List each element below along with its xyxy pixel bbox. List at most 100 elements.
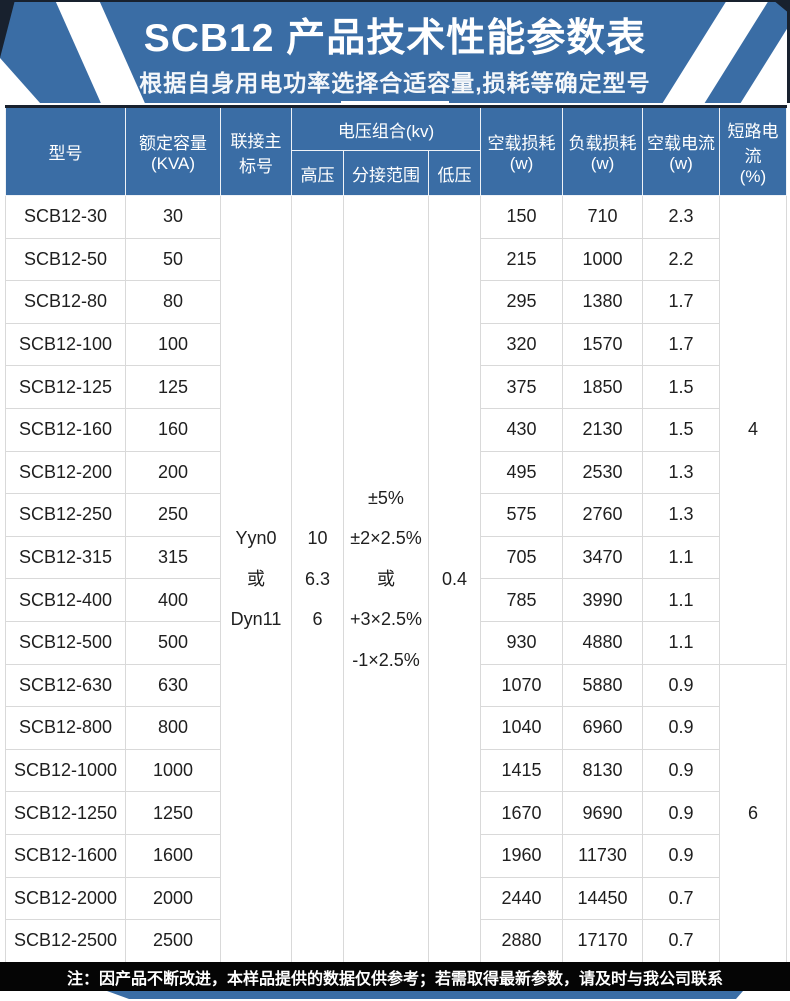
- capacity-cell: 1250: [125, 791, 221, 835]
- spec-table-body: SCB12-30 30 Yyn0 或 Dyn11 10 6.3 6 ±5% ±2×2.5…: [5, 195, 787, 963]
- no-load-current-cell: 1.5: [642, 365, 720, 409]
- col-header-hv: 高压: [291, 150, 344, 196]
- table-row: SCB12-160 160 430 2130 1.5: [5, 407, 787, 452]
- footer-note: 注：因产品不断改进，本样品提供的数据仅供参考；若需取得最新参数，请及时与我公司联…: [66, 970, 723, 988]
- no-load-loss-cell: 320: [480, 322, 563, 367]
- table-row: SCB12-30 30 Yyn0 或 Dyn11 10 6.3 6 ±5% ±2×2.5…: [5, 195, 787, 963]
- model-cell: SCB12-80: [5, 280, 126, 324]
- no-load-loss-cell: 1960: [480, 833, 563, 878]
- model-cell: SCB12-2500: [5, 919, 126, 963]
- col-header-model: 型号: [5, 106, 126, 196]
- table-row: SCB12-500 500 930 4880 1.1: [5, 620, 787, 665]
- capacity-cell: 2000: [125, 876, 221, 921]
- load-loss-cell: 8130: [562, 748, 643, 793]
- table-row: SCB12-125 125 375 1850 1.5: [5, 365, 787, 409]
- banner-text: SCB12 产品技术性能参数表 根据自身用电功率选择合适容量,损耗等确定型号: [0, 0, 790, 103]
- no-load-current-cell: 1.3: [642, 450, 720, 495]
- capacity-cell: 80: [125, 280, 221, 324]
- no-load-current-cell: 2.2: [642, 237, 720, 282]
- model-cell: SCB12-30: [5, 195, 126, 239]
- hv-cell: 10 6.3 6: [291, 195, 344, 963]
- no-load-current-cell: 1.7: [642, 322, 720, 367]
- no-load-current-cell: 0.9: [642, 663, 720, 708]
- model-cell: SCB12-1600: [5, 833, 126, 878]
- no-load-loss-cell: 785: [480, 578, 563, 622]
- spec-table-header: 型号 额定容量 (KVA) 联接主 标号 电压组合(kv) 空载损耗 (w) 负…: [5, 106, 787, 196]
- col-header-load-loss: 负载损耗 (w): [562, 106, 643, 196]
- footer-note-bar: 注：因产品不断改进，本样品提供的数据仅供参考；若需取得最新参数，请及时与我公司联…: [0, 962, 790, 991]
- no-load-loss-cell: 495: [480, 450, 563, 495]
- col-header-no-load-current: 空载电流 (w): [642, 106, 720, 196]
- model-cell: SCB12-2000: [5, 876, 126, 921]
- model-cell: SCB12-250: [5, 493, 126, 537]
- model-cell: SCB12-200: [5, 450, 126, 495]
- no-load-current-cell: 1.1: [642, 620, 720, 665]
- capacity-cell: 100: [125, 322, 221, 367]
- capacity-cell: 30: [125, 195, 221, 239]
- bottom-ribbon-decoration: [107, 991, 743, 999]
- capacity-cell: 400: [125, 578, 221, 622]
- model-cell: SCB12-125: [5, 365, 126, 409]
- no-load-loss-cell: 430: [480, 407, 563, 452]
- title-underline-decoration: [213, 101, 578, 103]
- table-row: SCB12-2000 2000 2440 14450 0.7: [5, 876, 787, 921]
- model-cell: SCB12-500: [5, 620, 126, 665]
- no-load-current-cell: 0.9: [642, 833, 720, 878]
- load-loss-cell: 6960: [562, 706, 643, 750]
- load-loss-cell: 710: [562, 195, 643, 239]
- no-load-current-cell: 1.7: [642, 280, 720, 324]
- no-load-loss-cell: 705: [480, 535, 563, 580]
- model-cell: SCB12-800: [5, 706, 126, 750]
- capacity-cell: 1600: [125, 833, 221, 878]
- load-loss-cell: 1850: [562, 365, 643, 409]
- load-loss-cell: 11730: [562, 833, 643, 878]
- no-load-current-cell: 1.3: [642, 493, 720, 537]
- capacity-cell: 800: [125, 706, 221, 750]
- model-cell: SCB12-100: [5, 322, 126, 367]
- page-title: SCB12 产品技术性能参数表: [143, 17, 647, 60]
- table-row: SCB12-1250 1250 1670 9690 0.9: [5, 791, 787, 835]
- table-row: SCB12-80 80 295 1380 1.7: [5, 280, 787, 324]
- no-load-loss-cell: 575: [480, 493, 563, 537]
- col-header-no-load-loss: 空载损耗 (w): [480, 106, 563, 196]
- short-circuit-cell: 4: [719, 195, 787, 665]
- no-load-current-cell: 0.7: [642, 876, 720, 921]
- load-loss-cell: 1380: [562, 280, 643, 324]
- model-cell: SCB12-50: [5, 237, 126, 282]
- col-header-tap-range: 分接范围: [343, 150, 429, 196]
- vector-group-cell: Yyn0 或 Dyn11: [220, 195, 292, 963]
- capacity-cell: 250: [125, 493, 221, 537]
- table-row: SCB12-1600 1600 1960 11730 0.9: [5, 833, 787, 878]
- short-circuit-cell: 6: [719, 663, 787, 963]
- load-loss-cell: 17170: [562, 919, 643, 963]
- no-load-loss-cell: 215: [480, 237, 563, 282]
- no-load-current-cell: 0.7: [642, 919, 720, 963]
- load-loss-cell: 9690: [562, 791, 643, 835]
- load-loss-cell: 3990: [562, 578, 643, 622]
- capacity-cell: 125: [125, 365, 221, 409]
- model-cell: SCB12-315: [5, 535, 126, 580]
- table-row: SCB12-315 315 705 3470 1.1: [5, 535, 787, 580]
- load-loss-cell: 1000: [562, 237, 643, 282]
- page-subtitle: 根据自身用电功率选择合适容量,损耗等确定型号: [139, 70, 651, 96]
- capacity-cell: 630: [125, 663, 221, 708]
- no-load-current-cell: 0.9: [642, 748, 720, 793]
- col-header-vector-group: 联接主 标号: [220, 106, 292, 196]
- col-header-capacity: 额定容量 (KVA): [125, 106, 221, 196]
- no-load-loss-cell: 1070: [480, 663, 563, 708]
- load-loss-cell: 2530: [562, 450, 643, 495]
- no-load-loss-cell: 1040: [480, 706, 563, 750]
- load-loss-cell: 14450: [562, 876, 643, 921]
- table-row: SCB12-1000 1000 1415 8130 0.9: [5, 748, 787, 793]
- load-loss-cell: 2760: [562, 493, 643, 537]
- load-loss-cell: 2130: [562, 407, 643, 452]
- capacity-cell: 1000: [125, 748, 221, 793]
- capacity-cell: 200: [125, 450, 221, 495]
- no-load-current-cell: 1.1: [642, 578, 720, 622]
- tap-range-cell: ±5% ±2×2.5% 或 +3×2.5% -1×2.5%: [343, 195, 429, 963]
- load-loss-cell: 1570: [562, 322, 643, 367]
- load-loss-cell: 5880: [562, 663, 643, 708]
- no-load-loss-cell: 1670: [480, 791, 563, 835]
- model-cell: SCB12-630: [5, 663, 126, 708]
- no-load-loss-cell: 930: [480, 620, 563, 665]
